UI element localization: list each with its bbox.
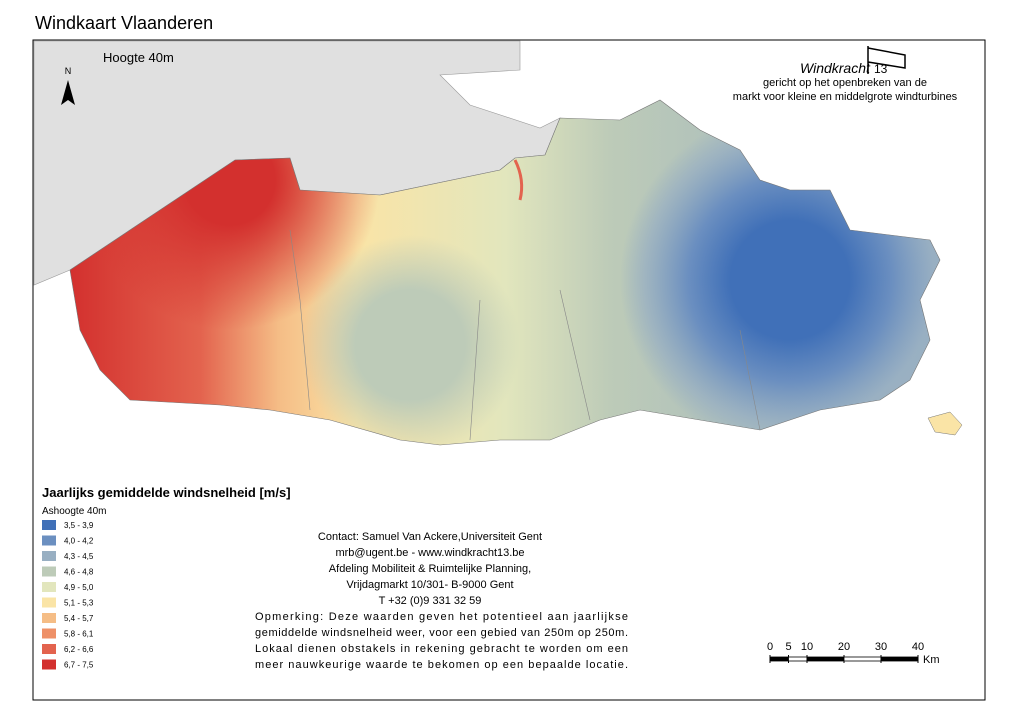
legend-swatch xyxy=(42,628,56,639)
legend-label: 6,2 - 6,6 xyxy=(64,645,94,654)
legend-swatch xyxy=(42,597,56,608)
scale-tick-label: 5 xyxy=(785,641,791,653)
scale-tick-label: 40 xyxy=(912,641,924,653)
contact-line: T +32 (0)9 331 32 59 xyxy=(379,595,482,607)
scale-segment xyxy=(769,656,789,662)
legend-label: 5,1 - 5,3 xyxy=(64,599,94,608)
legend-label: 5,8 - 6,1 xyxy=(64,630,94,639)
legend: 3,5 - 3,9 4,0 - 4,2 4,3 - 4,5 4,6 - 4,8 4,9 … xyxy=(42,520,94,670)
legend-label: 4,3 - 4,5 xyxy=(64,552,94,561)
scale-tick-label: 20 xyxy=(838,641,850,653)
legend-swatch xyxy=(42,644,56,654)
remark: Opmerking: Deze waarden geven het potent… xyxy=(255,611,628,671)
remark-line: gemiddelde windsnelheid weer, voor een g… xyxy=(255,627,628,639)
region-outline xyxy=(69,99,941,446)
north-arrow xyxy=(61,80,75,105)
scale-unit: Km xyxy=(923,654,940,666)
legend-subtitle: Ashoogte 40m xyxy=(42,506,107,517)
scale-segment xyxy=(788,656,808,662)
province-borders xyxy=(289,229,761,441)
map-title: Windkaart Vlaanderen xyxy=(35,13,213,33)
north-label: N xyxy=(65,66,72,76)
scale-segment xyxy=(843,656,882,662)
logo-name: Windkracht xyxy=(800,60,871,76)
map-frame xyxy=(32,39,986,701)
legend-label: 4,6 - 4,8 xyxy=(64,568,94,577)
contact-line: Contact: Samuel Van Ackere,Universiteit … xyxy=(318,531,542,543)
height-label: Hoogte 40m xyxy=(103,50,174,65)
remark-line: Lokaal dienen obstakels in rekening gebr… xyxy=(255,643,628,655)
remark-line: Opmerking: Deze waarden geven het potent… xyxy=(255,611,628,623)
scale-tick-label: 30 xyxy=(875,641,887,653)
contact: Contact: Samuel Van Ackere,Universiteit … xyxy=(318,531,542,607)
logo-line: markt voor kleine en middelgrote windtur… xyxy=(733,91,958,103)
exclave xyxy=(927,411,963,436)
legend-swatch xyxy=(42,535,56,546)
scale-segment xyxy=(806,656,845,662)
remark-line: meer nauwkeurige waarde te bekomen op ee… xyxy=(255,659,628,671)
contact-line: Afdeling Mobiliteit & Ruimtelijke Planni… xyxy=(329,563,531,575)
legend-label: 6,7 - 7,5 xyxy=(64,661,94,670)
legend-swatch xyxy=(42,659,56,670)
scheldt xyxy=(513,159,524,201)
legend-swatch xyxy=(42,520,56,530)
legend-swatch xyxy=(42,566,56,577)
scale-segment xyxy=(880,656,919,662)
legend-label: 4,9 - 5,0 xyxy=(64,583,94,592)
logo-number: 13 xyxy=(874,62,888,76)
legend-label: 5,4 - 5,7 xyxy=(64,614,94,623)
logo-line: gericht op het openbreken van de xyxy=(763,77,927,89)
legend-label: 4,0 - 4,2 xyxy=(64,537,94,546)
legend-label: 3,5 - 3,9 xyxy=(64,521,94,530)
legend-title: Jaarlijks gemiddelde windsnelheid [m/s] xyxy=(42,485,291,500)
contact-line: mrb@ugent.be - www.windkracht13.be xyxy=(335,547,524,559)
windsock-icon xyxy=(867,46,906,74)
scale-tick-label: 10 xyxy=(801,641,813,653)
legend-swatch xyxy=(42,613,56,623)
contact-line: Vrijdagmarkt 10/301- B-9000 Gent xyxy=(346,579,513,591)
scale-tick-label: 0 xyxy=(767,641,773,653)
legend-swatch xyxy=(42,551,56,561)
legend-swatch xyxy=(42,582,56,592)
